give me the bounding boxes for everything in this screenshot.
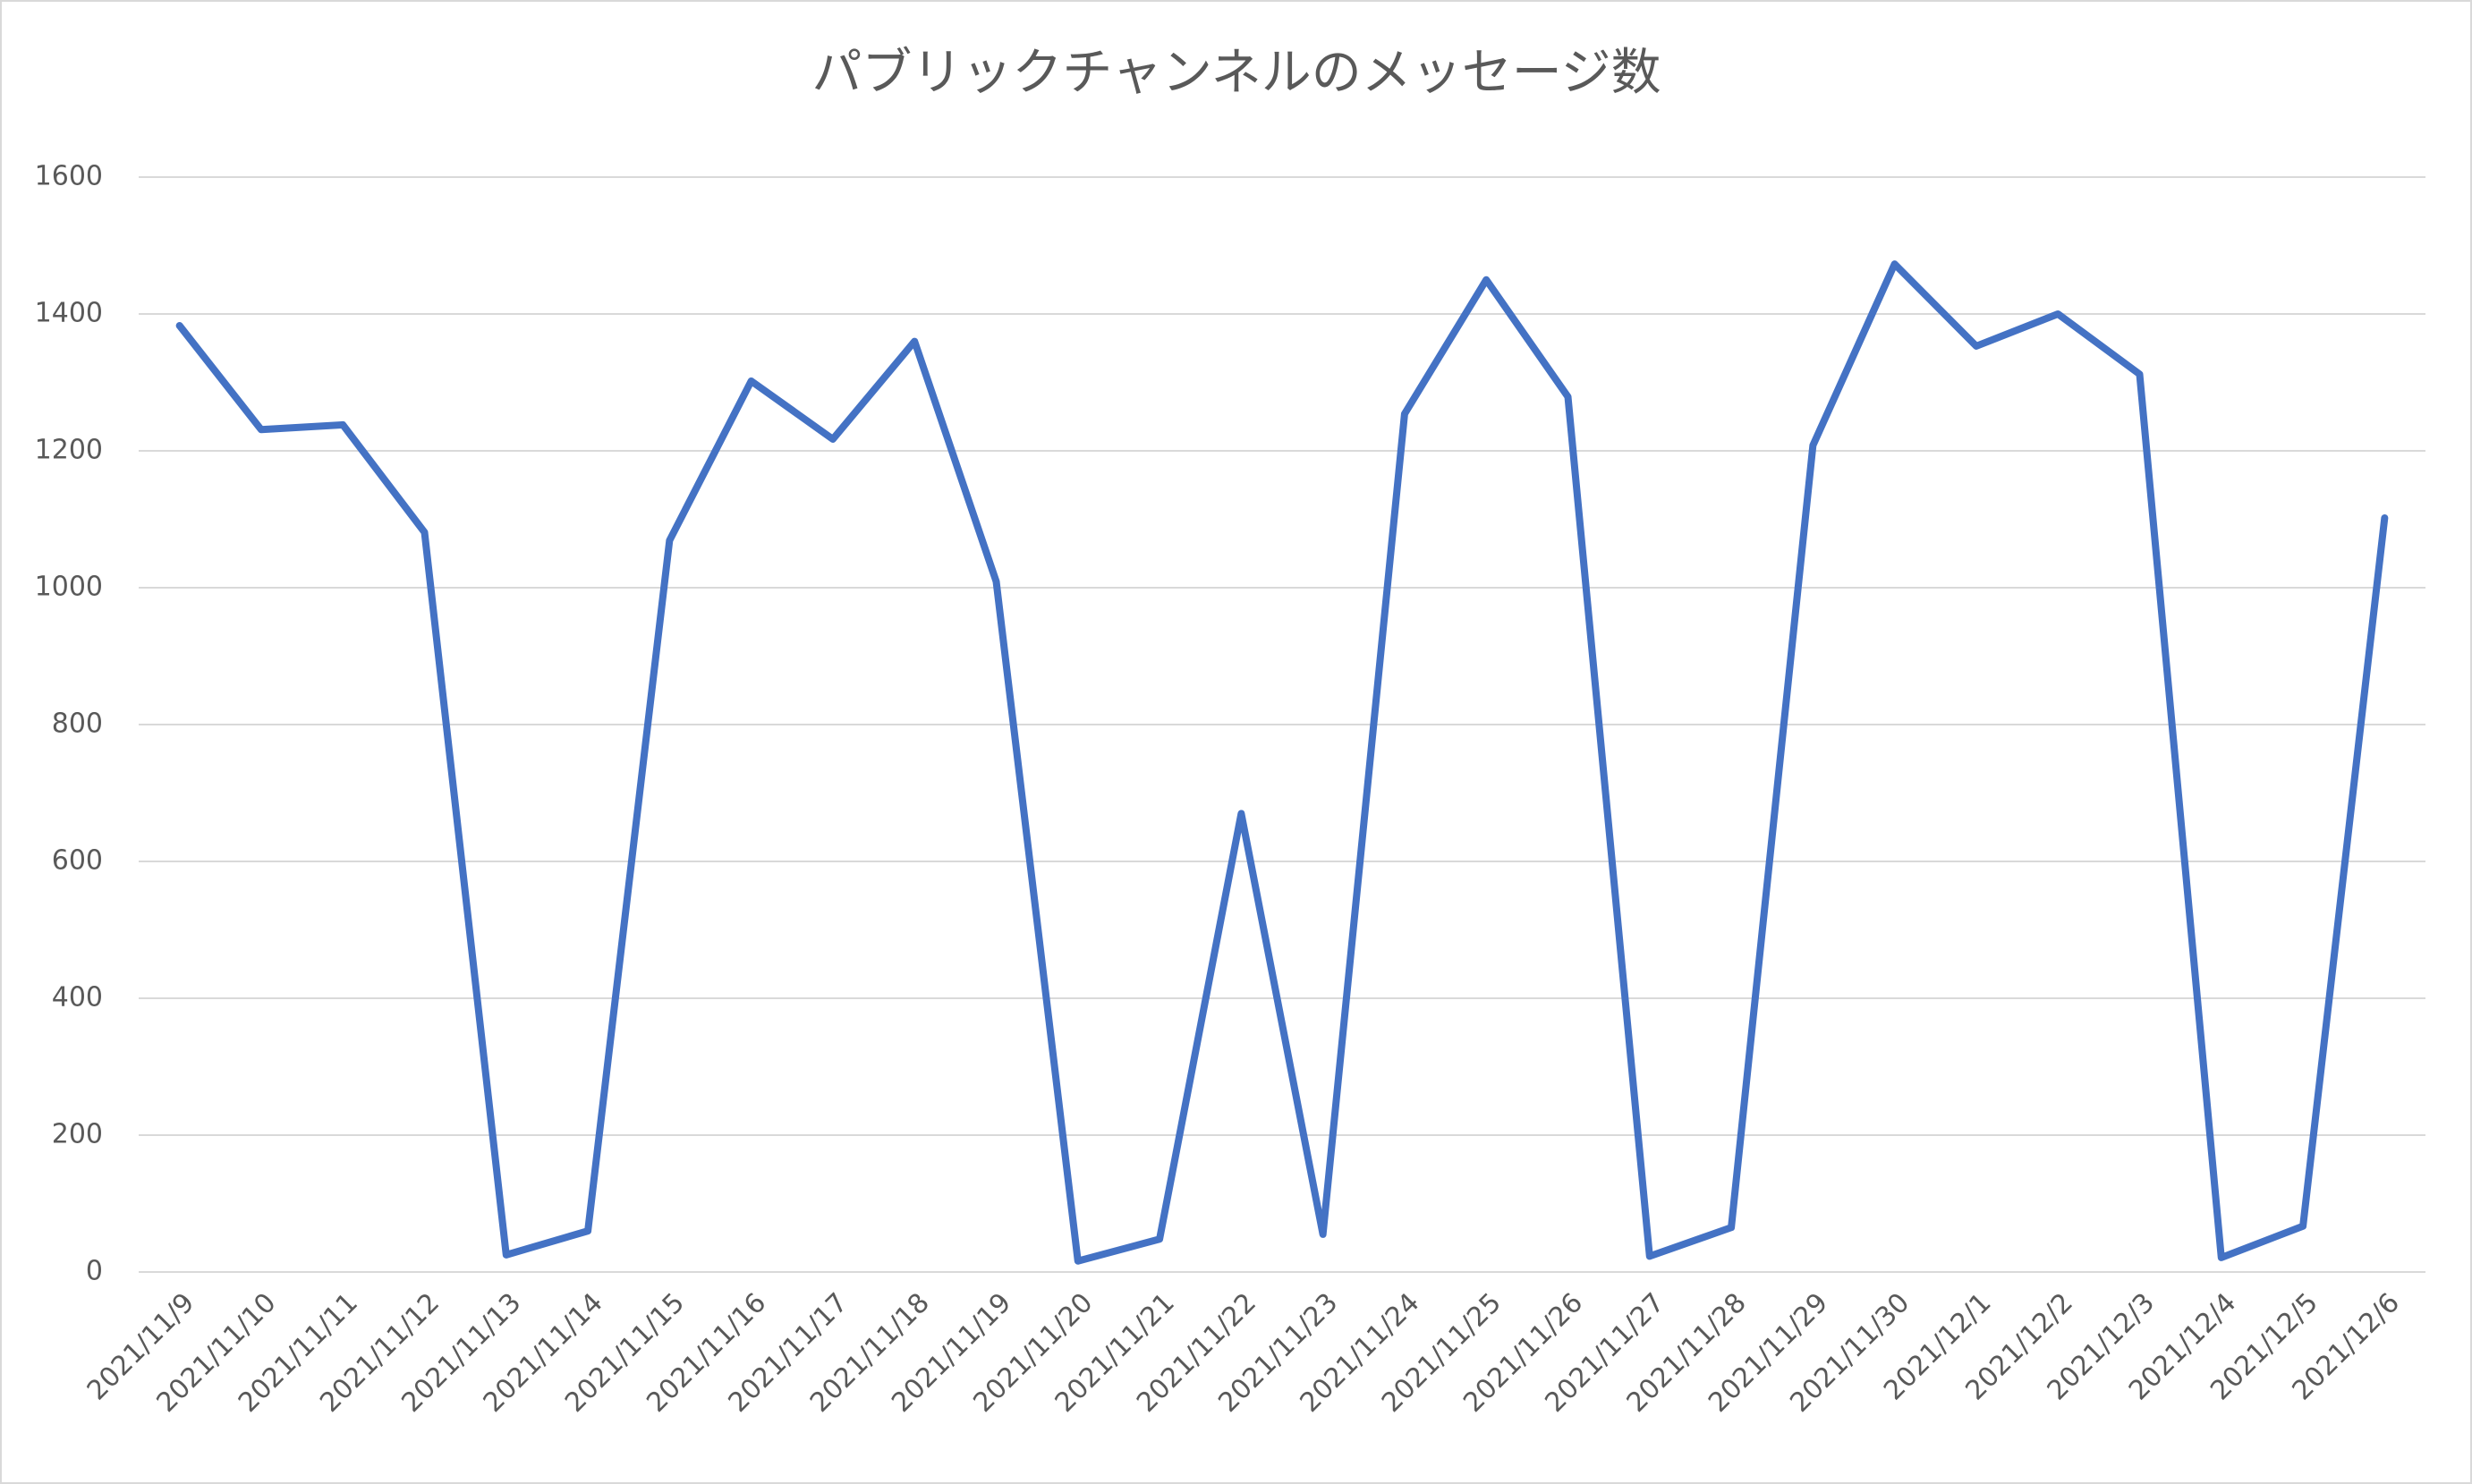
y-tick-label: 1200 — [35, 435, 103, 466]
y-tick-label: 1000 — [35, 572, 103, 603]
data-line — [175, 260, 2389, 1265]
y-tick-label: 1400 — [35, 298, 103, 329]
chart-title: パブリックチャンネルのメッセージ数 — [811, 44, 1661, 102]
y-tick-label: 800 — [52, 708, 103, 740]
y-tick-label: 600 — [52, 845, 103, 877]
y-tick-label: 1600 — [35, 161, 103, 192]
y-tick-label: 0 — [86, 1256, 103, 1287]
y-tick-label: 400 — [52, 982, 103, 1013]
y-tick-label: 200 — [52, 1119, 103, 1150]
